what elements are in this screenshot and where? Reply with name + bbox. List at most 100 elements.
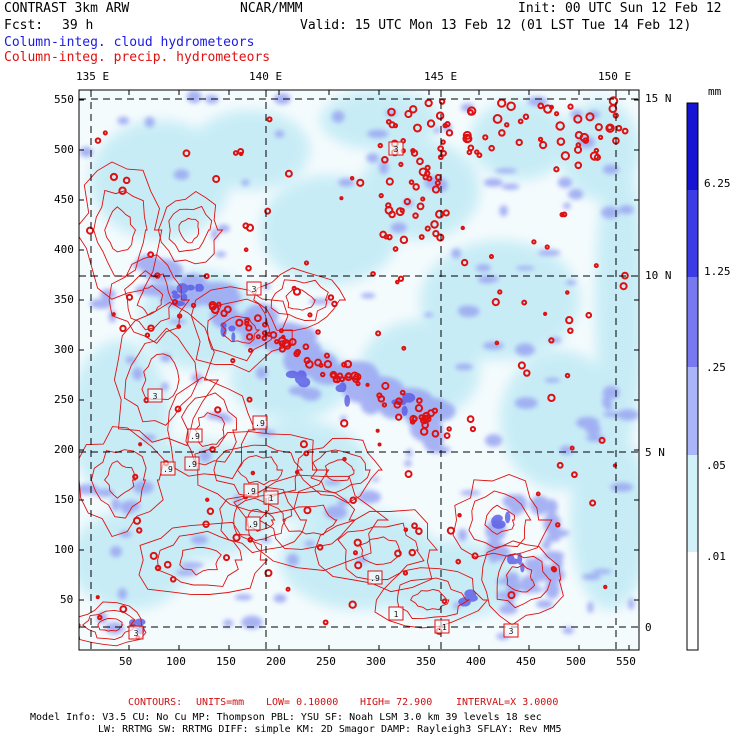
precip-cell — [302, 343, 310, 351]
precip-cell — [462, 133, 473, 144]
precip-cell — [284, 169, 293, 178]
lat-label-15n: 15 N — [645, 92, 672, 105]
precip-cell — [553, 166, 560, 173]
precip-contour-line — [496, 553, 552, 609]
precip-cell — [245, 333, 254, 341]
precip-cell — [176, 324, 182, 329]
contour-label-box — [147, 388, 163, 403]
contour-label-text: .9 — [163, 465, 173, 474]
precip-cell — [445, 129, 454, 137]
precip-cell — [132, 473, 139, 480]
precip-cell — [446, 526, 455, 535]
cloud-mid-blob — [602, 411, 626, 418]
precip-cell — [375, 330, 382, 337]
cloud-mid-blob — [360, 292, 376, 299]
precip-cell — [111, 312, 116, 317]
cloud-dark-core — [220, 325, 227, 338]
precip-cell — [589, 151, 600, 161]
precip-cell — [569, 445, 575, 451]
precip-cell — [497, 289, 503, 295]
precip-cell — [482, 134, 489, 141]
precip-cell — [190, 302, 197, 308]
cloud-mid-blob — [515, 265, 535, 271]
precip-cell — [585, 112, 595, 122]
precip-contour-line — [136, 285, 164, 316]
precip-cell — [457, 512, 462, 518]
lat-lon-grid — [79, 90, 639, 650]
precip-cell — [435, 111, 445, 120]
precip-cell — [430, 220, 439, 229]
precip-contour-line — [270, 279, 329, 321]
precip-cell — [349, 176, 355, 181]
cloud-mid-blob — [565, 280, 577, 286]
precip-cell — [394, 279, 400, 285]
precip-cell — [543, 311, 548, 316]
precip-cell — [354, 561, 363, 570]
precip-cell — [573, 145, 583, 154]
precip-cell — [235, 318, 244, 327]
precip-cell — [608, 96, 619, 106]
precip-contour-line — [258, 490, 357, 550]
precip-contour-line — [233, 474, 390, 571]
cloud-light-blob — [420, 240, 580, 360]
precip-cell — [395, 413, 403, 421]
precip-cell — [471, 552, 479, 560]
precip-cell — [426, 119, 436, 128]
precip-cell — [411, 522, 418, 530]
cloud-dark-core — [504, 511, 511, 524]
contour-label-box — [503, 623, 519, 638]
cloud-dark-core — [231, 332, 236, 343]
precip-cell — [598, 436, 606, 444]
colorbar-band-3 — [687, 277, 698, 367]
precip-cell — [322, 619, 329, 626]
precip-cell — [441, 598, 448, 605]
precip-cell — [205, 497, 210, 502]
model-title: CONTRAST 3km ARW — [4, 1, 130, 16]
cloud-dark-core — [181, 293, 188, 302]
contour-label-box — [187, 428, 203, 443]
fcst-value: 39 h — [62, 18, 94, 33]
precip-cell — [491, 298, 500, 307]
precip-cell — [125, 293, 134, 301]
cloud-mid-blob — [367, 129, 389, 139]
precip-cell — [585, 311, 593, 319]
cloud-mid-blob — [255, 366, 268, 380]
precip-cell — [619, 282, 628, 291]
cloud-mid-blob — [241, 615, 263, 630]
x-tick-300: 300 — [366, 655, 386, 668]
cloud-mid-blob — [563, 202, 571, 210]
precip-cell — [342, 456, 347, 462]
precip-cell — [132, 516, 142, 525]
contour-label-box — [245, 516, 261, 531]
precip-cell — [171, 299, 179, 306]
precip-cell — [253, 314, 262, 323]
precip-cell — [416, 397, 423, 404]
precip-cell — [460, 225, 465, 231]
colorbar-band-6 — [687, 552, 698, 650]
precip-cell — [474, 149, 480, 155]
cloud-mid-blob — [484, 434, 503, 447]
precip-cell — [419, 416, 428, 425]
cloud-mid-blob — [286, 553, 299, 567]
cloud-mid-blob — [404, 460, 412, 467]
y-tick-350: 350 — [54, 293, 74, 306]
precip-cell — [208, 300, 217, 310]
precip-contour-line — [180, 392, 238, 466]
cloud-mid-blob — [211, 228, 218, 240]
precip-cell — [589, 499, 597, 507]
cloud-mid-blob — [504, 572, 520, 585]
colorbar-band-1 — [687, 103, 698, 190]
precip-cell — [561, 211, 568, 218]
precip-cell — [305, 359, 314, 369]
precip-cell — [223, 305, 232, 314]
cloud-mid-blob — [89, 298, 114, 309]
cloud-mid-blob — [372, 477, 380, 482]
cloud-mid-blob — [109, 545, 123, 558]
precip-cell — [355, 381, 361, 387]
precip-cell — [147, 324, 155, 332]
y-tick-200: 200 — [54, 443, 74, 456]
cloud-mid-blob — [543, 512, 561, 534]
cloud-dark-core — [520, 562, 525, 573]
precip-contour-line — [310, 449, 371, 494]
precip-cell — [261, 335, 268, 342]
